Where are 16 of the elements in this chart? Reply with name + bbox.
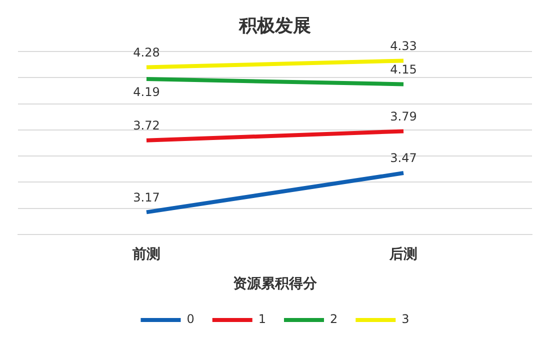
legend-label: 2 (330, 312, 338, 326)
data-label: 3.72 (133, 118, 160, 133)
data-label: 4.28 (133, 45, 160, 60)
legend-title: 资源累积得分 (233, 276, 318, 292)
x-tick-label: 前测 (132, 246, 160, 262)
legend-label: 3 (402, 312, 410, 326)
data-label: 4.15 (390, 62, 417, 76)
data-label: 3.17 (133, 190, 160, 204)
data-label: 4.33 (390, 38, 417, 53)
x-tick-label: 后测 (388, 245, 418, 262)
legend-label: 0 (186, 312, 194, 326)
legend-label: 1 (258, 312, 266, 326)
data-label: 3.79 (390, 109, 417, 124)
chart-title: 积极发展 (238, 15, 311, 36)
data-label: 4.19 (133, 85, 160, 100)
data-label: 3.47 (390, 151, 417, 166)
